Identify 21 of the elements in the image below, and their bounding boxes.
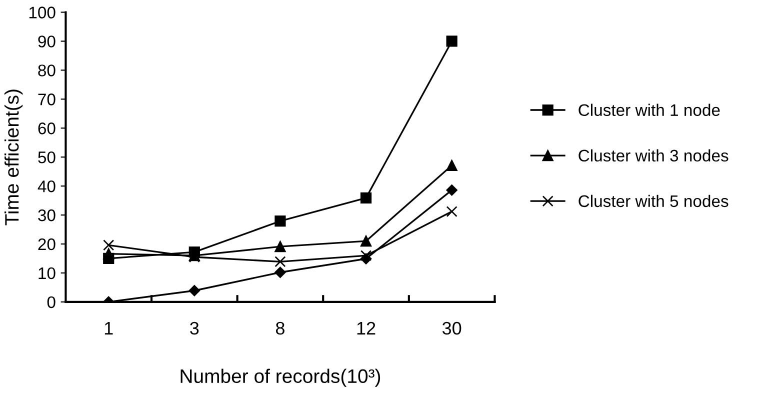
x-tick-label: 3 [190, 322, 199, 335]
x-axis-title: Number of records(10³) [180, 368, 380, 387]
y-tick-label: 60 [38, 122, 56, 134]
y-tick-label: 100 [29, 6, 56, 18]
y-tick-label: 30 [38, 209, 56, 222]
y-tick-label: 50 [38, 151, 56, 164]
legend-label: Cluster with 5 nodes [578, 194, 728, 208]
y-tick-label: 40 [38, 180, 56, 192]
y-tick-label: 10 [38, 267, 56, 280]
y-tick-label: 70 [38, 94, 56, 106]
y-tick-label: 20 [38, 238, 56, 250]
y-tick-label: 90 [38, 36, 56, 48]
y-tick-label: 80 [38, 64, 56, 76]
legend-label: Cluster with 1 node [578, 104, 720, 116]
x-tick-label: 1 [104, 322, 113, 334]
y-axis-title: Time efficient(s) [4, 90, 23, 226]
y-tick-label: 0 [47, 296, 56, 308]
x-tick-label: 12 [357, 322, 376, 334]
x-tick-label: 30 [442, 322, 462, 335]
x-tick-label: 8 [276, 322, 284, 335]
legend-label: Cluster with 3 nodes [578, 149, 728, 162]
